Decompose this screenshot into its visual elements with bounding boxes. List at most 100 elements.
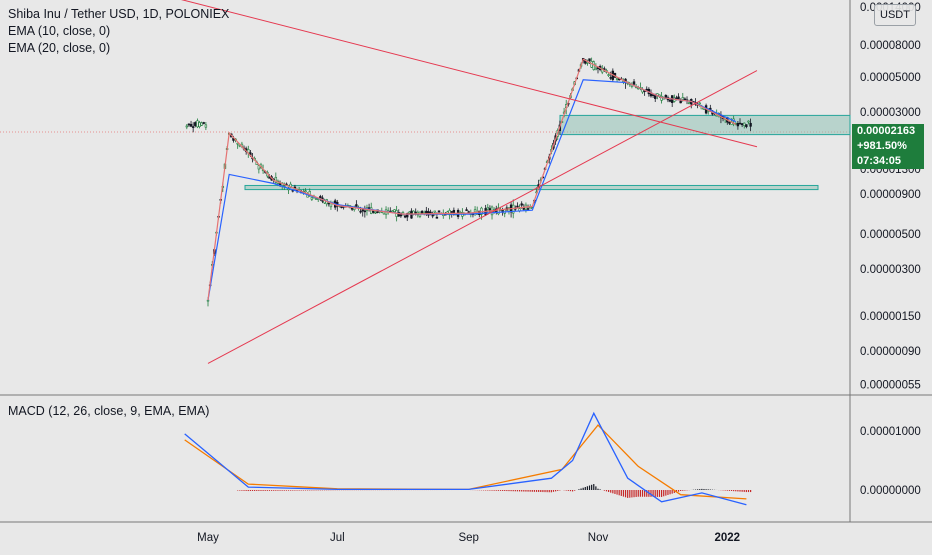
candle-body xyxy=(367,207,371,209)
macd-line xyxy=(184,411,747,506)
candle-body xyxy=(526,208,530,210)
price-tick-label: 0.00000300 xyxy=(860,264,921,276)
last-price: 0.00002163 xyxy=(857,125,916,137)
candle-body xyxy=(435,216,439,219)
candle-body xyxy=(520,203,523,206)
price-tick-label: 0.00000090 xyxy=(860,346,921,358)
candle-body xyxy=(747,120,750,123)
price-tick-label: 0.00000500 xyxy=(860,229,921,241)
time-tick-label: Jul xyxy=(330,532,345,544)
candle-body xyxy=(194,122,197,126)
candle-body xyxy=(512,204,515,214)
candle-body xyxy=(408,211,411,214)
candle-body xyxy=(257,165,261,170)
candle-body xyxy=(274,177,278,183)
candle-body xyxy=(749,122,752,127)
time-tick-label: 2022 xyxy=(715,532,741,544)
price-tick-label: 0.00000055 xyxy=(860,380,921,392)
candle-body xyxy=(473,209,477,213)
candle-body xyxy=(450,211,453,213)
candle-body xyxy=(615,78,619,80)
candle-body xyxy=(314,198,318,200)
candle-body xyxy=(202,122,205,124)
candle-body xyxy=(681,97,684,100)
candle-body xyxy=(683,98,687,101)
candle-body xyxy=(743,122,746,126)
candle-body xyxy=(594,67,598,71)
candle-body xyxy=(668,99,672,102)
candle-body xyxy=(355,204,358,207)
candle-body xyxy=(198,122,201,128)
candle-body xyxy=(327,202,331,205)
ema20-label[interactable]: EMA (20, close, 0) xyxy=(8,41,111,55)
candle-body xyxy=(632,81,636,85)
support-zone-2 xyxy=(244,184,819,191)
candle-body xyxy=(745,124,748,128)
price-tick-label: 0.00000900 xyxy=(860,189,921,201)
candle-body xyxy=(391,210,394,213)
candle-body xyxy=(372,210,375,213)
candle-body xyxy=(370,207,373,214)
candle-body xyxy=(448,210,451,216)
candle-body xyxy=(278,183,282,186)
candle-body xyxy=(420,211,424,214)
price-tick-label: 0.00008000 xyxy=(860,40,921,52)
currency-button[interactable]: USDT xyxy=(874,4,916,26)
candle-body xyxy=(374,211,377,214)
macd-tick-label: 0.00000000 xyxy=(860,485,921,497)
time-tick-label: Sep xyxy=(458,532,478,544)
candle-body xyxy=(304,190,307,193)
candle-body xyxy=(516,205,519,208)
macd-tick-label: 0.00001000 xyxy=(860,426,921,438)
macd-title[interactable]: MACD (12, 26, close, 9, EMA, EMA) xyxy=(8,404,210,418)
candle-body xyxy=(736,123,740,127)
candle-body xyxy=(728,121,731,124)
candle-body xyxy=(465,209,468,211)
candle-body xyxy=(738,122,742,125)
candle-body xyxy=(191,126,195,128)
macd-legend: MACD (12, 26, close, 9, EMA, EMA) xyxy=(8,403,209,420)
price-tick-label: 0.00003000 xyxy=(860,107,921,119)
price-tick-label: 0.00000150 xyxy=(860,311,921,323)
candle-body xyxy=(403,215,407,218)
ema10-line xyxy=(207,58,737,301)
support-zone-1 xyxy=(559,114,851,136)
candle-body xyxy=(310,197,314,200)
candle-body xyxy=(437,210,441,213)
candle-body xyxy=(679,100,682,104)
candle-body xyxy=(664,94,668,99)
price-change: +981.50% xyxy=(857,140,907,152)
candle-body xyxy=(393,209,396,212)
time-tick-label: Nov xyxy=(588,532,609,544)
time-tick-label: May xyxy=(197,532,219,544)
bar-countdown: 07:34:05 xyxy=(857,155,902,167)
trendline-2 xyxy=(207,70,758,364)
candle-body xyxy=(740,123,744,126)
symbol-title[interactable]: Shiba Inu / Tether USD, 1D, POLONIEX xyxy=(8,7,230,21)
candle-body xyxy=(433,210,436,213)
candle-body xyxy=(486,207,489,210)
candle-body xyxy=(399,212,403,217)
candle-body xyxy=(586,62,589,64)
candle-body xyxy=(715,114,718,117)
chart-legend: Shiba Inu / Tether USD, 1D, POLONIEX EMA… xyxy=(8,6,229,57)
candle-body xyxy=(187,123,191,126)
candle-body xyxy=(204,124,208,128)
candle-body xyxy=(185,125,189,128)
candle-body xyxy=(359,210,362,213)
price-tick-label: 0.00005000 xyxy=(860,72,921,84)
candle-body xyxy=(361,209,364,212)
ema10-label[interactable]: EMA (10, close, 0) xyxy=(8,24,111,38)
candle-body xyxy=(200,122,203,126)
candle-body xyxy=(363,210,367,213)
candle-body xyxy=(196,120,199,128)
candle-body xyxy=(319,196,322,199)
candle-body xyxy=(414,211,417,214)
candle-body xyxy=(189,124,193,127)
candle-body xyxy=(588,58,591,62)
candle-body xyxy=(206,299,210,302)
candle-body xyxy=(497,207,500,215)
candle-body xyxy=(609,77,612,79)
